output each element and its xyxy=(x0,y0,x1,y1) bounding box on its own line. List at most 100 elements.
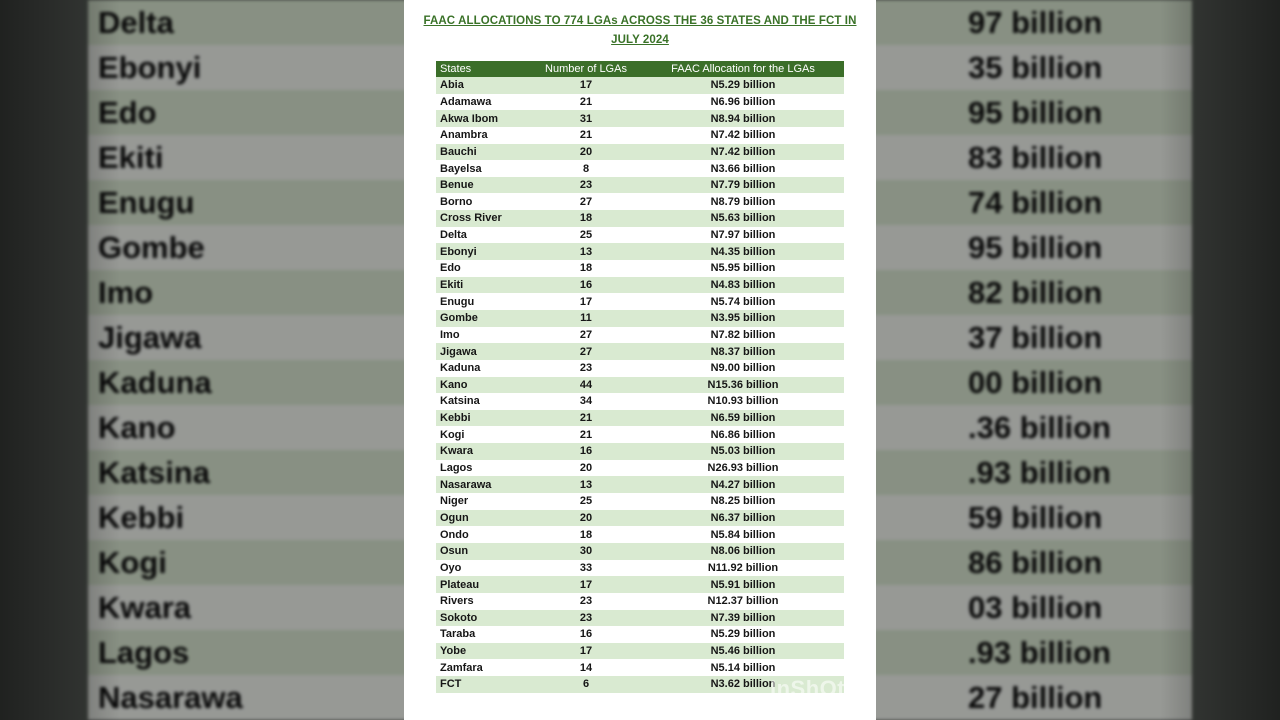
cell-allocation: N15.36 billion xyxy=(642,376,844,394)
cell-allocation: N6.86 billion xyxy=(642,426,844,444)
table-row: Kano 44 N15.36 billion xyxy=(436,376,844,394)
table-row: Akwa Ibom 31 N8.94 billion xyxy=(436,110,844,127)
cell-allocation: N7.79 billion xyxy=(642,176,844,194)
background-allocation-label: .36 billion xyxy=(968,409,1111,445)
table-row: Osun 30 N8.06 billion xyxy=(436,542,844,560)
cell-lgas: 23 xyxy=(530,176,642,194)
allocation-card: FAAC ALLOCATIONS TO 774 LGAs ACROSS THE … xyxy=(404,0,876,720)
cell-lgas: 21 xyxy=(530,426,642,444)
cell-lgas: 25 xyxy=(530,226,642,244)
cell-allocation: N5.29 billion xyxy=(642,77,844,94)
cell-lgas: 23 xyxy=(530,592,642,610)
background-state-label: Lagos xyxy=(98,634,190,670)
table-row: Abia 17 N5.29 billion xyxy=(436,77,844,94)
background-state-label: Jigawa xyxy=(98,319,202,355)
background-state-label: Kogi xyxy=(98,544,167,580)
cell-lgas: 34 xyxy=(530,393,642,410)
cell-state: Lagos xyxy=(436,459,530,477)
table-row: Kwara 16 N5.03 billion xyxy=(436,443,844,460)
background-state-label: Kano xyxy=(98,409,176,445)
cell-state: Akwa Ibom xyxy=(436,110,530,127)
cell-lgas: 21 xyxy=(530,93,642,111)
cell-allocation: N7.42 billion xyxy=(642,143,844,161)
background-state-label: Edo xyxy=(98,94,157,130)
cell-lgas: 31 xyxy=(530,110,642,127)
cell-lgas: 20 xyxy=(530,509,642,527)
cell-lgas: 17 xyxy=(530,293,642,310)
background-allocation-label: 27 billion xyxy=(968,679,1103,715)
background-allocation-label: 74 billion xyxy=(968,184,1103,220)
cell-lgas: 11 xyxy=(530,309,642,327)
table-row: Rivers 23 N12.37 billion xyxy=(436,592,844,610)
cell-allocation: N3.62 billion xyxy=(642,676,844,693)
background-allocation-label: 03 billion xyxy=(968,589,1103,625)
cell-allocation: N11.92 billion xyxy=(642,559,844,577)
cell-state: Edo xyxy=(436,260,530,277)
table-row: Plateau 17 N5.91 billion xyxy=(436,576,844,593)
header-faac-allocation: FAAC Allocation for the LGAs xyxy=(642,61,844,77)
background-state-label: Kaduna xyxy=(98,364,212,400)
cell-state: Taraba xyxy=(436,626,530,643)
background-state-label: Imo xyxy=(98,274,154,310)
cell-allocation: N5.74 billion xyxy=(642,293,844,310)
cell-lgas: 17 xyxy=(530,576,642,593)
background-state-label: Kwara xyxy=(98,589,192,625)
cell-allocation: N5.63 billion xyxy=(642,210,844,227)
cell-allocation: N7.42 billion xyxy=(642,126,844,144)
table-row: Kaduna 23 N9.00 billion xyxy=(436,359,844,377)
background-allocation-label: 86 billion xyxy=(968,544,1103,580)
cell-lgas: 44 xyxy=(530,376,642,394)
background-allocation-label: 97 billion xyxy=(968,4,1103,40)
cell-state: Rivers xyxy=(436,592,530,610)
table-row: Ondo 18 N5.84 billion xyxy=(436,526,844,543)
cell-state: Anambra xyxy=(436,126,530,144)
cell-allocation: N8.37 billion xyxy=(642,343,844,360)
background-allocation-label: 59 billion xyxy=(968,499,1103,535)
table-row: Cross River 18 N5.63 billion xyxy=(436,210,844,227)
cell-state: Imo xyxy=(436,326,530,344)
cell-state: Bayelsa xyxy=(436,160,530,177)
inshot-watermark: InShOt xyxy=(770,676,846,701)
table-row: Kogi 21 N6.86 billion xyxy=(436,426,844,444)
table-row: Ebonyi 13 N4.35 billion xyxy=(436,243,844,261)
cell-state: Ebonyi xyxy=(436,243,530,261)
cell-state: Abia xyxy=(436,77,530,94)
table-row: Ogun 20 N6.37 billion xyxy=(436,509,844,527)
cell-allocation: N9.00 billion xyxy=(642,359,844,377)
cell-state: Ondo xyxy=(436,526,530,543)
background-state-label: Katsina xyxy=(98,454,210,490)
background-state-label: Delta xyxy=(98,4,174,40)
cell-state: Plateau xyxy=(436,576,530,593)
background-allocation-label: 95 billion xyxy=(968,229,1103,265)
cell-lgas: 8 xyxy=(530,160,642,177)
cell-allocation: N5.29 billion xyxy=(642,626,844,643)
cell-allocation: N8.25 billion xyxy=(642,493,844,510)
cell-state: Niger xyxy=(436,493,530,510)
cell-allocation: N7.39 billion xyxy=(642,609,844,627)
background-allocation-label: 95 billion xyxy=(968,94,1103,130)
header-states: States xyxy=(436,61,530,77)
cell-state: Nasarawa xyxy=(436,476,530,494)
cell-state: Enugu xyxy=(436,293,530,310)
table-row: Delta 25 N7.97 billion xyxy=(436,226,844,244)
cell-allocation: N6.37 billion xyxy=(642,509,844,527)
cell-state: Kwara xyxy=(436,443,530,460)
background-state-label: Gombe xyxy=(98,229,205,265)
cell-lgas: 33 xyxy=(530,559,642,577)
cell-lgas: 30 xyxy=(530,542,642,560)
cell-state: Delta xyxy=(436,226,530,244)
cell-lgas: 6 xyxy=(530,676,642,693)
cell-state: Kebbi xyxy=(436,409,530,427)
table-row: FCT 6 N3.62 billion xyxy=(436,676,844,693)
table-row: Bayelsa 8 N3.66 billion xyxy=(436,160,844,177)
cell-lgas: 23 xyxy=(530,609,642,627)
cell-allocation: N5.84 billion xyxy=(642,526,844,543)
background-allocation-label: 37 billion xyxy=(968,319,1103,355)
table-row: Anambra 21 N7.42 billion xyxy=(436,126,844,144)
cell-lgas: 18 xyxy=(530,260,642,277)
table-row: Benue 23 N7.79 billion xyxy=(436,176,844,194)
cell-lgas: 14 xyxy=(530,659,642,677)
cell-state: Katsina xyxy=(436,393,530,410)
table-row: Nasarawa 13 N4.27 billion xyxy=(436,476,844,494)
cell-allocation: N7.82 billion xyxy=(642,326,844,344)
